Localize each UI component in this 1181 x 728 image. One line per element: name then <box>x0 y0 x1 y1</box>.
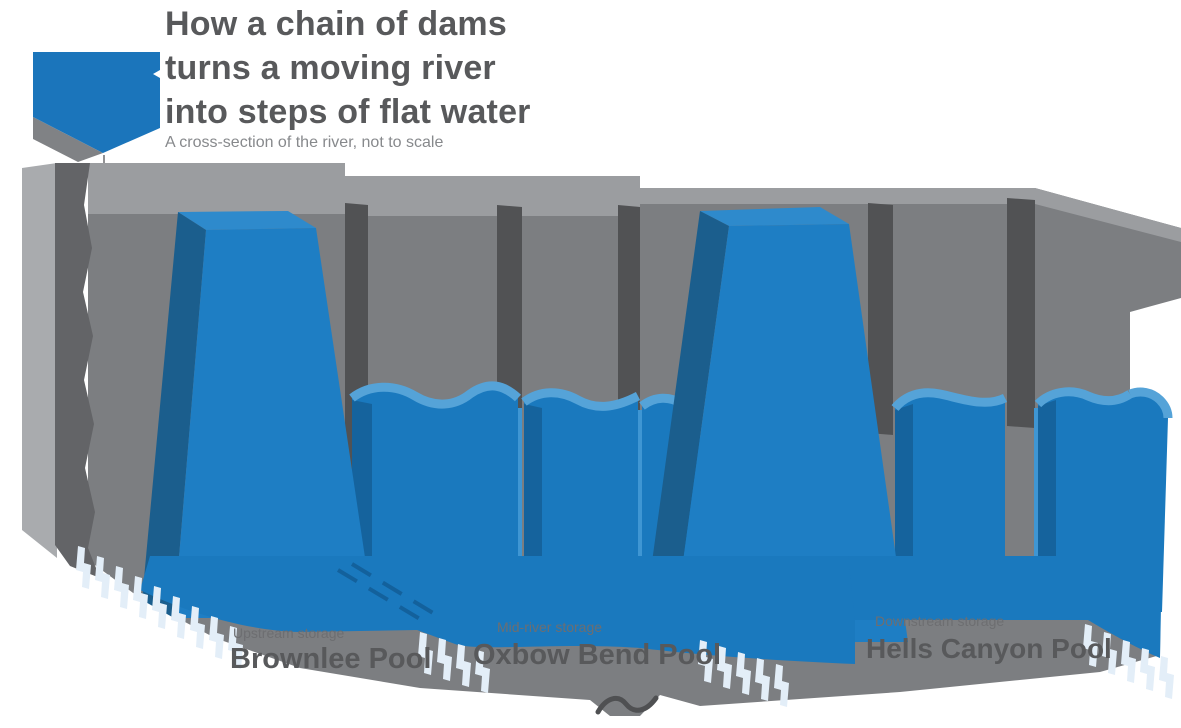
wave-crest <box>891 388 1008 412</box>
left-cliff-ridge <box>55 163 100 578</box>
wave-crest <box>1128 387 1173 419</box>
dam-front-face <box>672 224 908 642</box>
page-title: How a chain of dams turns a moving river… <box>165 2 645 134</box>
current-dash <box>350 562 440 618</box>
pool-label-name: Brownlee Pool <box>230 643 431 675</box>
title-line-3: into steps of flat water <box>165 93 531 131</box>
canyon-rim <box>88 163 1181 242</box>
wave-crest <box>349 381 522 409</box>
current-dash <box>336 568 427 624</box>
wave-crest <box>521 388 641 411</box>
dam-top-face <box>700 207 849 226</box>
dam-side-face <box>643 211 729 642</box>
pool-label-name: Hells Canyon Pool <box>866 633 1112 664</box>
dam-tower-1 <box>142 211 374 618</box>
cascade-tick-icon <box>1159 656 1174 699</box>
title-line-2: turns a moving river <box>165 49 496 87</box>
pool-label-eyebrow: Upstream storage <box>233 625 344 641</box>
pool-label-3: Downstream storage Hells Canyon Pool <box>866 613 1112 664</box>
banner-shadow <box>33 117 103 162</box>
pool-label-eyebrow: Downstream storage <box>875 613 1004 629</box>
water-apron-right <box>848 556 1162 658</box>
banner-shape <box>33 52 160 153</box>
water-apron-left <box>140 556 855 664</box>
wall-facet <box>1007 198 1035 428</box>
pool-body <box>352 385 518 612</box>
left-cliff-outer <box>22 163 57 558</box>
dam-side-face <box>142 212 206 618</box>
water-banner-icon <box>33 52 160 162</box>
title-line-1: How a chain of dams <box>165 5 507 43</box>
wave-crest <box>1034 387 1133 408</box>
wall-facet <box>868 203 893 435</box>
pool-label-2: Mid-river storage Oxbow Bend Pool <box>473 619 721 671</box>
dam-tower-2 <box>643 207 908 642</box>
pool-label-name: Oxbow Bend Pool <box>473 639 721 671</box>
pool-label-eyebrow: Mid-river storage <box>497 619 602 635</box>
wordmark-logo <box>595 695 659 715</box>
dam-front-face <box>174 228 374 618</box>
dam-top-face <box>178 211 316 230</box>
pool-label-1: Upstream storage Brownlee Pool <box>230 625 431 675</box>
subtitle: A cross-section of the river, not to sca… <box>165 134 444 151</box>
